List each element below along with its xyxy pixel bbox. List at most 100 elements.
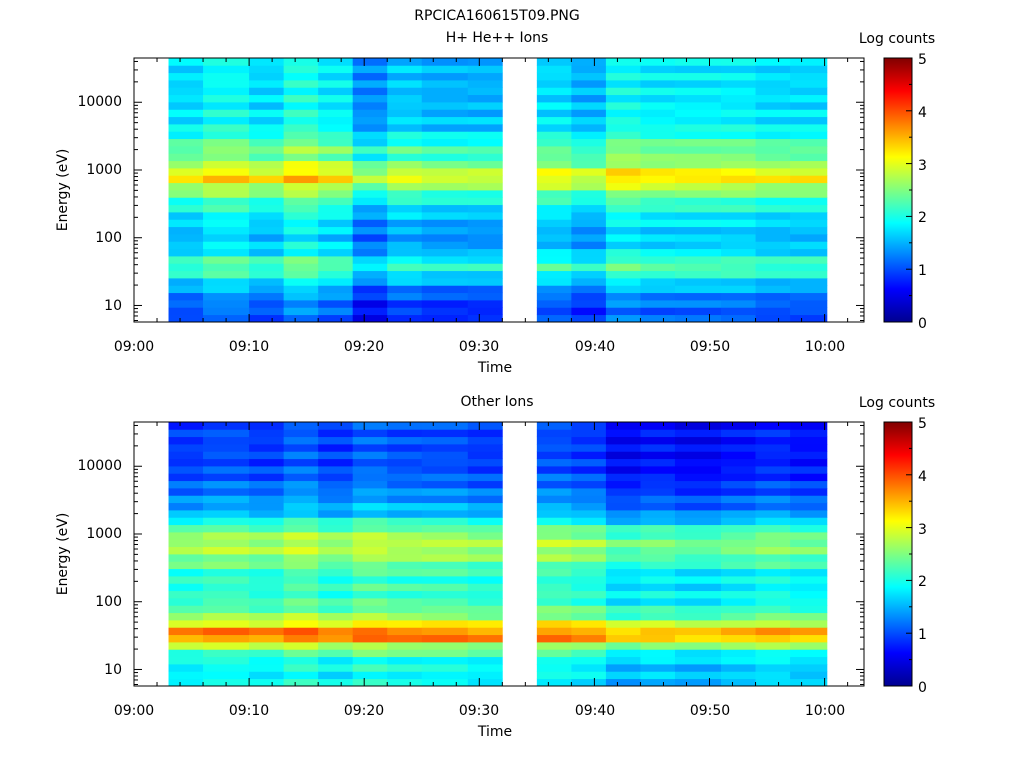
spectrogram-cell [467,124,503,132]
spectrogram-cell [283,458,319,467]
spectrogram-cell [387,561,423,570]
spectrogram-cell [168,248,204,257]
spectrogram-cell [536,627,572,636]
spectrogram-cell [467,102,503,110]
spectrogram-cell [318,539,354,548]
spectrogram-cell [790,138,828,147]
spectrogram-cell [283,87,319,96]
spectrogram-cell [536,212,572,220]
spectrogram-cell [283,664,319,672]
spectrogram-cell [352,561,388,570]
spectrogram-cell [318,168,354,176]
spectrogram-cell [283,153,319,162]
spectrogram-cell [249,153,285,162]
spectrogram-cell [721,598,756,606]
spectrogram-cell [674,102,722,110]
spectrogram-cell [605,270,641,279]
spectrogram-cell [249,561,285,570]
spectrogram-cell [421,436,469,445]
spectrogram-cell [674,278,722,286]
spectrogram-cell [755,241,791,250]
spectrogram-cell [790,131,828,140]
spectrogram-cell [421,182,469,191]
spectrogram-cell [467,256,503,264]
spectrogram-cell [640,109,676,118]
spectrogram-cell [467,532,503,540]
spectrogram-cell [467,620,503,628]
spectrogram-cell [755,576,791,584]
spectrogram-cell [203,102,250,110]
spectrogram-cell [536,473,572,482]
spectrogram-cell [421,473,469,482]
spectrogram-cell [571,612,607,621]
spectrogram-cell [168,190,204,198]
spectrogram-cell [352,248,388,257]
spectrogram-cell [283,583,319,592]
spectrogram-cell [755,422,791,430]
spectrogram-cell [318,422,354,430]
spectrogram-cell [421,314,469,323]
spectrogram-cell [536,436,572,445]
spectrogram-cell [352,212,388,220]
spectrogram-cell [467,598,503,606]
spectrogram-cell [318,146,354,154]
spectrogram-cell [571,480,607,489]
spectrogram-cell [605,598,641,606]
spectrogram-cell [352,138,388,147]
y-axis-ticks [134,60,864,321]
spectrogram-cell [352,436,388,445]
spectrogram-cell [421,87,469,96]
spectrogram-cell [249,248,285,257]
spectrogram-cell [536,190,572,198]
spectrogram-cell [640,116,676,125]
spectrogram-cell [387,502,423,511]
spectrogram-cell [605,94,641,103]
spectrogram-cell [249,473,285,482]
spectrogram-cell [352,241,388,250]
spectrogram-cell [168,495,204,504]
spectrogram-cell [536,278,572,286]
spectrogram-cell [790,678,828,687]
spectrogram-cell [283,292,319,301]
spectrogram-cell [536,109,572,118]
spectrogram-cell [674,124,722,132]
spectrogram-cell [352,124,388,132]
spectrogram-cell [571,226,607,235]
spectrogram-cell [283,429,319,438]
spectrogram-cell [721,197,756,206]
spectrogram-cell [640,532,676,540]
spectrogram-cell [203,248,250,257]
spectrogram-cell [283,524,319,533]
spectrogram-cell [318,458,354,467]
spectrogram-cell [387,436,423,445]
spectrogram-cell [467,502,503,511]
spectrogram-cell [571,263,607,272]
spectrogram-cell [387,627,423,636]
spectrogram-cell [790,517,828,526]
spectrogram-cell [283,451,319,460]
spectrogram-cell [387,495,423,504]
spectrogram-cell [387,458,423,467]
spectrogram-cell [283,422,319,430]
spectrogram-cell [283,314,319,323]
spectrogram-cell [571,300,607,308]
spectrogram-cell [674,182,722,191]
spectrogram-cell [283,495,319,504]
spectrogram-cell [755,124,791,132]
spectrogram-cell [605,612,641,621]
spectrogram-cell [790,634,828,643]
spectrogram-cell [168,138,204,147]
spectrogram-cell [249,422,285,430]
spectrogram-cell [674,168,722,176]
spectrogram-cell [640,307,676,316]
spectrogram-cell [203,234,250,242]
spectrogram-cell [674,292,722,301]
spectrogram-cell [249,124,285,132]
spectrogram-cell [352,444,388,452]
spectrogram-cell [387,80,423,88]
spectrogram-cell [721,182,756,191]
spectrogram-cell [421,642,469,650]
spectrogram-cell [387,182,423,191]
spectrogram-cell [352,664,388,672]
spectrogram-cell [421,197,469,206]
